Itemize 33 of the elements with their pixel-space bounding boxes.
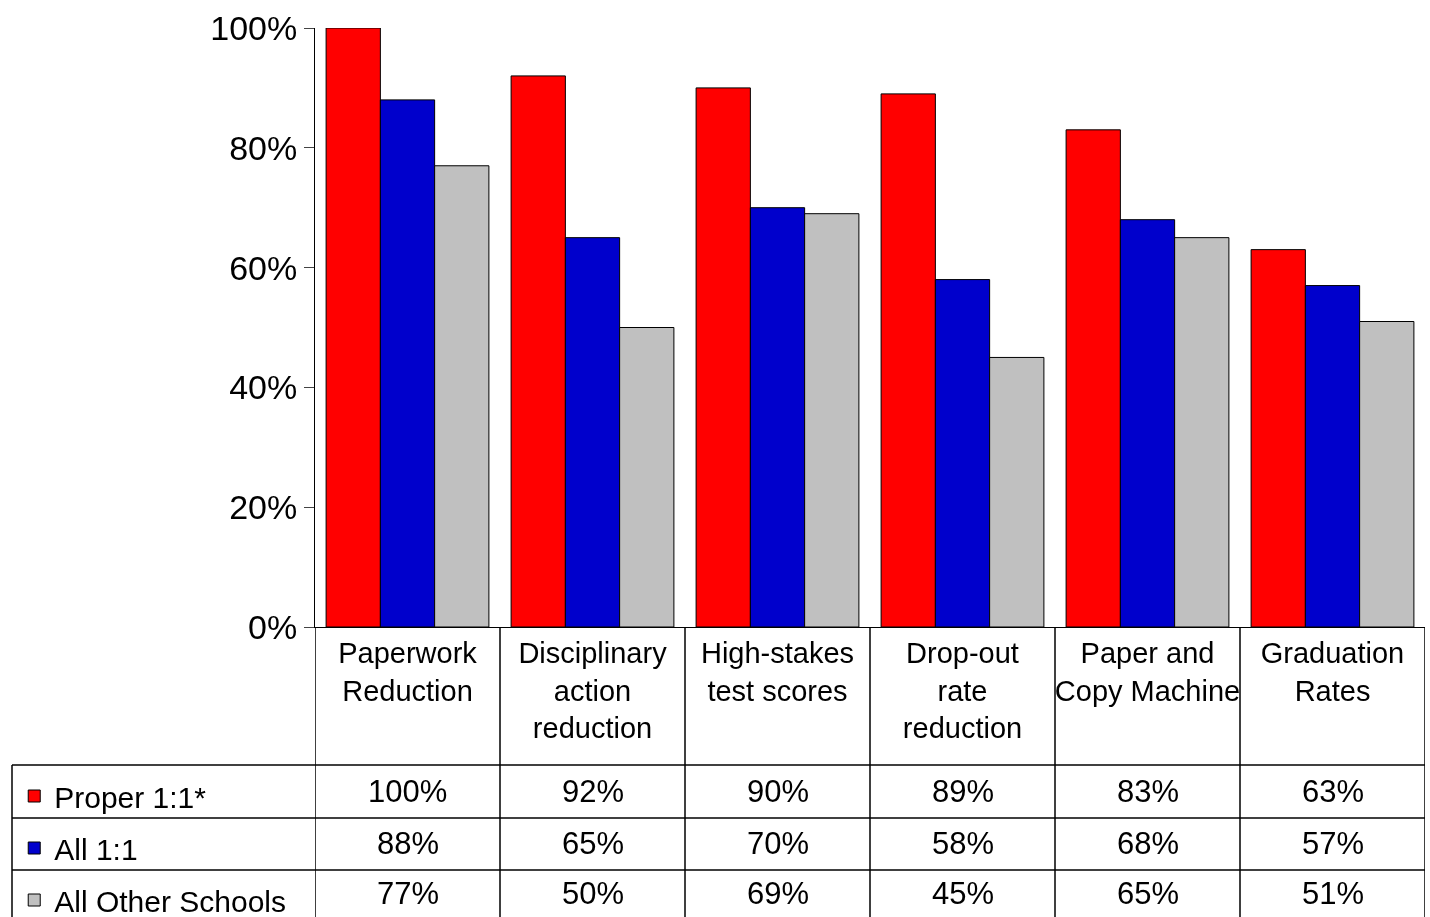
y-tick-label: 40% (229, 368, 298, 407)
y-tick-label: 60% (229, 248, 298, 287)
data-label: 70% (747, 826, 810, 861)
data-label: 58% (932, 826, 995, 861)
data-label: 92% (562, 774, 625, 809)
y-tick-label: 80% (229, 128, 298, 167)
data-label: 90% (747, 774, 810, 809)
x-tick-label: Graduation Rates (1260, 636, 1405, 707)
data-label: 88% (377, 826, 440, 861)
data-label: 68% (1117, 826, 1180, 861)
x-tick-label: High-stakes test scores (700, 636, 855, 707)
data-label: 89% (932, 774, 995, 809)
data-label: 51% (1302, 876, 1365, 911)
y-tick-label: 0% (248, 607, 298, 646)
x-tick-label: Disciplinary action reduction (518, 636, 668, 745)
data-label: 100% (368, 774, 448, 809)
data-label: 63% (1302, 774, 1365, 809)
data-label: 77% (377, 876, 440, 911)
x-tick-label: Paperwork Reduction (338, 636, 478, 707)
data-label: 50% (562, 876, 625, 911)
legend-label: Proper 1:1* (54, 780, 207, 814)
x-tick-label: Drop-out rate reduction (902, 636, 1023, 745)
y-tick-label: 100% (210, 8, 298, 47)
data-label: 65% (562, 826, 625, 861)
data-label: 57% (1302, 826, 1365, 861)
legend-label: All Other Schools (54, 884, 286, 917)
data-label: 69% (747, 876, 810, 911)
x-tick-label: Paper and Copy Machine (1054, 636, 1241, 707)
legend-label: All 1:1 (54, 832, 138, 866)
data-label: 45% (932, 876, 995, 911)
data-label: 83% (1117, 774, 1180, 809)
y-tick-label: 20% (229, 488, 298, 527)
data-label: 65% (1117, 876, 1180, 911)
